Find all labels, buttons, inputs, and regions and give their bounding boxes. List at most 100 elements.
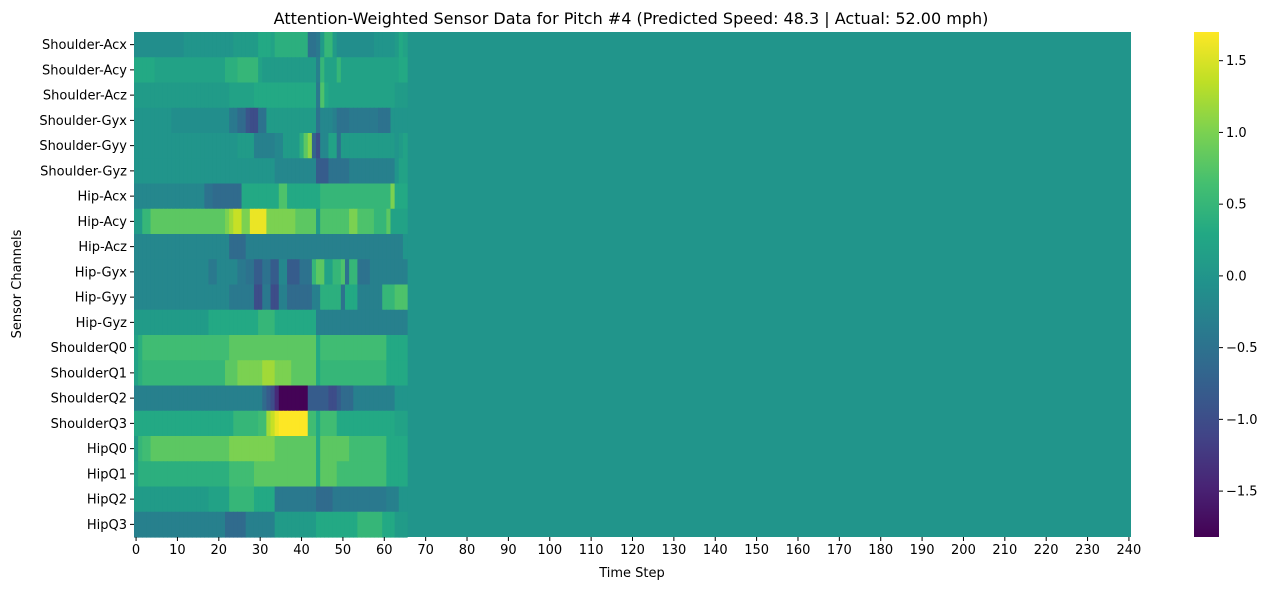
heatmap-cell: [378, 208, 383, 235]
heatmap-cell: [320, 360, 325, 387]
x-tick-label: 150: [744, 543, 769, 558]
heatmap-cell: [241, 385, 247, 412]
heatmap-cell: [324, 284, 330, 311]
heatmap-cell: [402, 461, 408, 488]
heatmap-cell: [365, 461, 371, 488]
heatmap-cell: [332, 385, 338, 412]
heatmap-cell: [208, 57, 214, 84]
heatmap-cell: [196, 385, 201, 412]
heatmap-cell: [324, 82, 330, 109]
colorbar-tick-label: 0.5: [1226, 198, 1247, 213]
heatmap-cell: [291, 183, 296, 210]
heatmap-cell: [320, 309, 325, 336]
heatmap-cell: [394, 360, 400, 387]
heatmap-cell: [349, 82, 354, 109]
heatmap-cell: [373, 461, 379, 488]
heatmap-cell: [237, 82, 243, 109]
heatmap-cell: [332, 82, 338, 109]
heatmap-cell: [138, 234, 143, 260]
heatmap-cell: [353, 284, 358, 311]
heatmap-cell: [278, 436, 284, 462]
heatmap-cell: [134, 335, 139, 361]
heatmap-cell: [204, 385, 210, 412]
heatmap-cell: [216, 183, 222, 210]
heatmap-cell: [200, 309, 205, 336]
heatmap-cell: [241, 436, 247, 462]
heatmap-cell: [150, 234, 156, 260]
heatmap-cell: [390, 183, 396, 210]
heatmap-cell: [316, 183, 321, 210]
heatmap-cell: [245, 107, 251, 134]
heatmap-cell: [390, 309, 396, 336]
heatmap-cell: [220, 57, 226, 84]
heatmap-cell: [187, 461, 193, 488]
colorbar-tick-label: −1.0: [1226, 413, 1258, 428]
heatmap-cell: [311, 234, 317, 260]
heatmap-cell: [394, 461, 400, 488]
y-tick-label: HipQ0: [87, 442, 127, 457]
heatmap-cell: [216, 410, 222, 437]
heatmap-cell: [154, 183, 160, 210]
heatmap-cell: [282, 158, 288, 185]
heatmap-cell: [357, 107, 363, 134]
heatmap-cell: [196, 208, 201, 235]
heatmap-cell: [237, 360, 243, 387]
heatmap-cell: [369, 234, 375, 260]
heatmap-cell: [291, 410, 296, 437]
heatmap-cell: [158, 461, 164, 488]
heatmap-cell: [191, 461, 197, 488]
heatmap-cell: [187, 234, 193, 260]
heatmap-cell: [229, 234, 234, 260]
heatmap-cell: [394, 158, 400, 185]
heatmap-cell: [146, 410, 152, 437]
heatmap-cell: [299, 208, 305, 235]
heatmap-cell: [332, 436, 338, 462]
heatmap-cell: [191, 82, 197, 109]
heatmap-cell: [158, 259, 164, 286]
heatmap-cell: [332, 32, 338, 58]
heatmap-cell: [349, 385, 354, 412]
heatmap-cell: [369, 284, 375, 311]
heatmap-cell: [398, 208, 404, 235]
heatmap-cell: [154, 234, 160, 260]
heatmap-cell: [274, 32, 280, 58]
heatmap-cell: [274, 436, 280, 462]
heatmap-cell: [200, 436, 205, 462]
heatmap-cell: [229, 410, 234, 437]
heatmap-cell: [258, 360, 263, 387]
heatmap-cell: [378, 259, 383, 286]
heatmap-cell: [373, 57, 379, 84]
heatmap-cell: [212, 461, 218, 488]
heatmap-cell: [282, 57, 288, 84]
heatmap-cell: [258, 107, 263, 134]
heatmap-cell: [365, 107, 371, 134]
heatmap-cell: [134, 461, 139, 488]
heatmap-cell: [340, 309, 346, 336]
heatmap-cell: [303, 158, 309, 185]
heatmap-cell: [287, 335, 292, 361]
heatmap-cell: [303, 486, 309, 513]
heatmap-cell: [274, 486, 280, 513]
x-tick-label: 70: [417, 543, 434, 558]
heatmap-cell: [270, 57, 276, 84]
heatmap-cell: [328, 486, 334, 513]
heatmap-cell: [394, 82, 400, 109]
heatmap-cell: [134, 360, 139, 387]
heatmap-cell: [386, 107, 392, 134]
heatmap-cell: [225, 284, 230, 311]
heatmap-cell: [378, 436, 383, 462]
heatmap-cell: [344, 461, 350, 488]
heatmap-cell: [303, 208, 309, 235]
heatmap-cell: [154, 309, 160, 336]
heatmap-cell: [295, 360, 301, 387]
heatmap-cell: [241, 57, 247, 84]
heatmap-cell: [150, 309, 156, 336]
heatmap-cell: [187, 208, 193, 235]
heatmap-cell: [249, 284, 255, 311]
x-tick-label: 240: [1117, 543, 1142, 558]
heatmap-cell: [382, 385, 387, 412]
heatmap-cell: [233, 158, 239, 185]
heatmap-cell: [378, 410, 383, 437]
heatmap-cell: [249, 183, 255, 210]
heatmap-cell: [344, 234, 350, 260]
